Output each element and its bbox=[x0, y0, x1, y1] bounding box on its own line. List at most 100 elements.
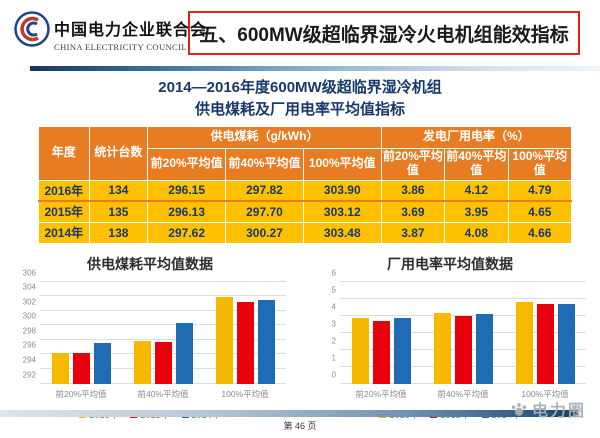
coal-consumption-chart: 供电煤耗平均值数据 292 294 296 298 300 302 304 306 前20%平… bbox=[0, 252, 300, 421]
bar-2014年 bbox=[175, 323, 193, 384]
x-axis-category-label: 前40%平均值 bbox=[137, 388, 189, 399]
bar-group bbox=[122, 282, 204, 384]
cell-value: 297.70 bbox=[225, 200, 304, 223]
col-group-coal: 供电煤耗（g/kWh） bbox=[147, 125, 382, 149]
cell-value: 3.69 bbox=[380, 200, 446, 223]
gridline bbox=[40, 338, 286, 340]
cell-value: 3.86 bbox=[380, 179, 446, 202]
cell-value: 4.12 bbox=[444, 179, 509, 202]
bar-group bbox=[204, 282, 286, 384]
cell-units: 138 bbox=[88, 221, 149, 244]
paw-watermark-icon bbox=[511, 403, 527, 416]
x-axis-category-label: 100%平均值 bbox=[521, 388, 569, 399]
y-axis-tick: 300 bbox=[22, 311, 36, 321]
watermark-text: 电力圈 bbox=[531, 403, 586, 420]
y-axis-tick: 3 bbox=[331, 319, 336, 328]
cell-value: 296.15 bbox=[147, 179, 227, 202]
col-header-year: 年度 bbox=[38, 125, 90, 181]
bar-group bbox=[422, 282, 504, 384]
cell-year: 2015年 bbox=[38, 200, 90, 223]
x-axis-category-label: 前20%平均值 bbox=[355, 388, 407, 399]
cell-value: 303.48 bbox=[302, 221, 382, 244]
slide-header: 中国电力企业联合会 CHINA ELECTRICITY COUNCIL 五、60… bbox=[0, 0, 600, 71]
bar-2015年 bbox=[154, 341, 172, 384]
bar-2016年 bbox=[51, 353, 69, 384]
table-row-2016: 2016年 134 296.15 297.82 303.90 3.86 4.12… bbox=[38, 179, 573, 202]
bar-2016年 bbox=[515, 302, 533, 384]
subcol-coal-top20: 前20%平均值 bbox=[147, 147, 227, 181]
bar-2016年 bbox=[133, 341, 151, 384]
y-axis-tick: 296 bbox=[22, 340, 36, 350]
cell-value: 4.65 bbox=[507, 200, 573, 223]
col-group-power: 发电厂用电率（%） bbox=[380, 125, 573, 149]
cell-value: 297.62 bbox=[147, 221, 227, 244]
bar-2015年 bbox=[454, 316, 472, 384]
bars-layer bbox=[340, 282, 586, 384]
gridline bbox=[340, 280, 586, 282]
y-axis-tick: 298 bbox=[22, 326, 36, 336]
table-row-2015: 2015年 135 296.13 297.70 303.12 3.69 3.95… bbox=[38, 200, 573, 223]
bar-2016年 bbox=[215, 296, 233, 384]
chart-plot-area: 292 294 296 298 300 302 304 306 bbox=[23, 268, 286, 384]
chart-title: 厂用电率平均值数据 bbox=[387, 255, 513, 272]
cell-value: 303.90 bbox=[302, 179, 382, 202]
bar-2015年 bbox=[372, 320, 390, 384]
y-axis-tick: 304 bbox=[22, 282, 36, 292]
cell-value: 296.13 bbox=[147, 200, 227, 223]
header-divider bbox=[30, 66, 600, 71]
subcol-power-top40: 前40%平均值 bbox=[444, 147, 509, 181]
org-name-en: CHINA ELECTRICITY COUNCIL bbox=[54, 42, 187, 52]
x-axis-category-label: 前40%平均值 bbox=[437, 388, 489, 399]
y-axis-tick: 0 bbox=[331, 370, 336, 379]
gridline bbox=[40, 309, 286, 311]
gridline bbox=[340, 314, 586, 316]
slide-title: 五、600MW级超临界湿冷火电机组能效指标 bbox=[199, 24, 569, 46]
page-number: 第 46 页 bbox=[283, 421, 317, 431]
charts-row: 供电煤耗平均值数据 292 294 296 298 300 302 304 306 前20%平… bbox=[0, 252, 600, 421]
table-title-line1: 2014—2016年度600MW级超临界湿冷机组 bbox=[158, 79, 442, 96]
bar-group bbox=[504, 282, 586, 384]
chart-category-labels: 前20%平均值 前40%平均值 100%平均值 bbox=[40, 388, 286, 400]
cell-value: 300.27 bbox=[225, 221, 304, 244]
y-axis-tick: 5 bbox=[331, 285, 336, 294]
org-name-cn: 中国电力企业联合会 bbox=[54, 22, 208, 39]
cell-units: 135 bbox=[88, 200, 149, 223]
bar-2014年 bbox=[393, 317, 411, 384]
y-axis-tick: 2 bbox=[331, 336, 336, 346]
slide-title-box: 五、600MW级超临界湿冷火电机组能效指标 bbox=[188, 11, 580, 55]
cell-units: 134 bbox=[88, 179, 149, 202]
table-title-line2: 供电煤耗及厂用电率平均值指标 bbox=[194, 100, 405, 118]
table-title: 2014—2016年度600MW级超临界湿冷机组 供电煤耗及厂用电率平均值指标 bbox=[0, 77, 600, 121]
bar-group bbox=[40, 282, 122, 384]
cell-year: 2014年 bbox=[38, 221, 90, 244]
y-axis-tick: 4 bbox=[331, 302, 336, 312]
bar-2014年 bbox=[93, 342, 111, 384]
subcol-coal-top40: 前40%平均值 bbox=[225, 147, 304, 181]
bar-group bbox=[340, 282, 422, 384]
bar-2016年 bbox=[433, 313, 451, 384]
energy-metrics-table: 年度 统计台数 供电煤耗（g/kWh） 发电厂用电率（%） 前20%平均值 前4… bbox=[38, 125, 573, 244]
bar-2014年 bbox=[475, 314, 493, 384]
y-axis-tick: 306 bbox=[22, 268, 36, 277]
bars-layer bbox=[40, 282, 286, 384]
x-axis-category-label: 100%平均值 bbox=[221, 388, 269, 399]
bar-2015年 bbox=[236, 302, 254, 384]
chart-title: 供电煤耗平均值数据 bbox=[87, 255, 213, 272]
bar-2014年 bbox=[257, 299, 275, 384]
cell-year: 2016年 bbox=[38, 179, 90, 202]
subcol-coal-100: 100%平均值 bbox=[302, 147, 382, 181]
bar-2014年 bbox=[557, 304, 575, 384]
y-axis-tick: 302 bbox=[22, 297, 36, 307]
bar-2016年 bbox=[351, 317, 369, 384]
chart-plot-area: 0 1 2 3 4 5 6 bbox=[332, 268, 586, 384]
y-axis-tick: 1 bbox=[331, 353, 336, 363]
dianliquan-watermark: 电力圈 bbox=[510, 397, 586, 421]
cell-value: 4.66 bbox=[507, 221, 573, 244]
cell-value: 3.87 bbox=[380, 221, 446, 244]
subcol-power-top20: 前20%平均值 bbox=[380, 147, 446, 181]
cell-value: 4.79 bbox=[507, 179, 573, 202]
table-row-2014: 2014年 138 297.62 300.27 303.48 3.87 4.08… bbox=[38, 221, 573, 244]
gridline bbox=[340, 297, 586, 299]
bar-2015年 bbox=[536, 304, 554, 384]
